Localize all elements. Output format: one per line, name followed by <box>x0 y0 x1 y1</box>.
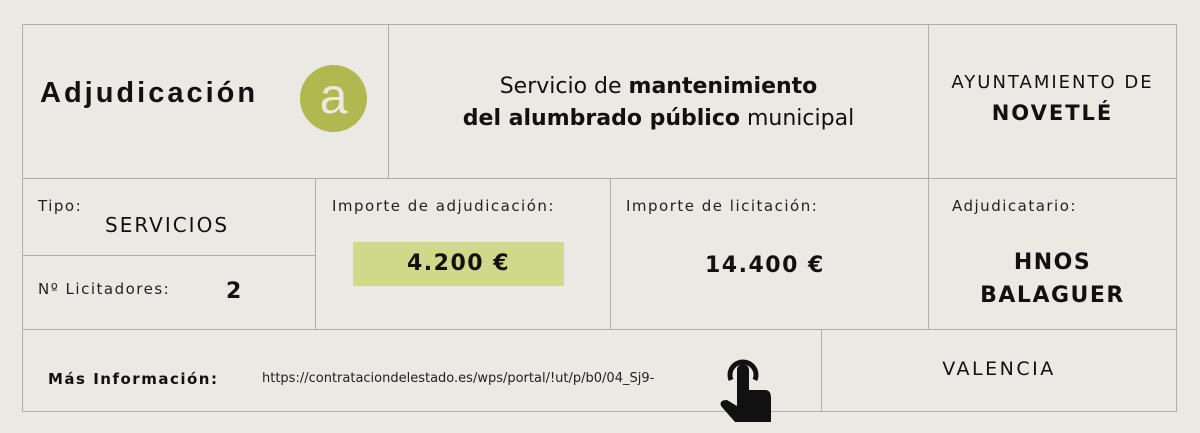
hand-pointer-icon[interactable] <box>717 350 773 426</box>
organization-line2: NOVETLÉ <box>991 101 1114 125</box>
title-cell: Adjudicación a <box>22 24 389 179</box>
organization-cell: AYUNTAMIENTO DE NOVETLÉ <box>928 24 1177 179</box>
info-cell: Más Información: https://contrataciondel… <box>22 329 822 422</box>
region-value: VALENCIA <box>942 358 1056 380</box>
organization-line1: AYUNTAMIENTO DE <box>951 72 1154 93</box>
tipo-label: Tipo: <box>38 197 83 215</box>
licitadores-label: Nº Licitadores: <box>38 280 171 298</box>
licitadores-value: 2 <box>226 279 242 304</box>
adjudicatario-line1: HNOS <box>1013 250 1092 275</box>
adjudicacion-value: 4.200 € <box>406 251 511 276</box>
logo-badge: a <box>300 65 367 132</box>
adjudicacion-label: Importe de adjudicación: <box>332 197 555 215</box>
page-title: Adjudicación <box>40 77 259 109</box>
licitadores-cell: Nº Licitadores: 2 <box>22 255 316 330</box>
adjudicatario-cell: Adjudicatario: HNOS BALAGUER <box>928 178 1177 330</box>
licitacion-label: Importe de licitación: <box>626 197 819 215</box>
tipo-value: SERVICIOS <box>105 213 230 237</box>
info-label: Más Información: <box>48 370 219 388</box>
service-text-bold: mantenimiento <box>628 74 818 99</box>
adjudicatario-line2: BALAGUER <box>980 283 1125 308</box>
service-cell: Servicio de mantenimiento del alumbrado … <box>388 24 929 179</box>
adjudicatario-value: HNOS BALAGUER <box>929 246 1176 312</box>
adjudicacion-cell: Importe de adjudicación: 4.200 € <box>315 178 611 330</box>
service-text: municipal <box>740 106 855 131</box>
region-cell: VALENCIA <box>821 329 1177 412</box>
info-link[interactable]: https://contrataciondelestado.es/wps/por… <box>262 371 655 386</box>
adjudicacion-highlight: 4.200 € <box>353 242 564 286</box>
service-text-bold: del alumbrado público <box>462 106 740 131</box>
organization-name: AYUNTAMIENTO DE NOVETLÉ <box>929 72 1176 125</box>
tipo-cell: Tipo: SERVICIOS <box>22 178 316 256</box>
licitacion-value: 14.400 € <box>705 253 825 278</box>
logo-letter: a <box>319 68 348 124</box>
adjudicatario-label: Adjudicatario: <box>952 197 1077 215</box>
service-title: Servicio de mantenimiento del alumbrado … <box>389 71 928 135</box>
licitacion-cell: Importe de licitación: 14.400 € <box>610 178 929 330</box>
service-text: Servicio de <box>499 74 629 99</box>
